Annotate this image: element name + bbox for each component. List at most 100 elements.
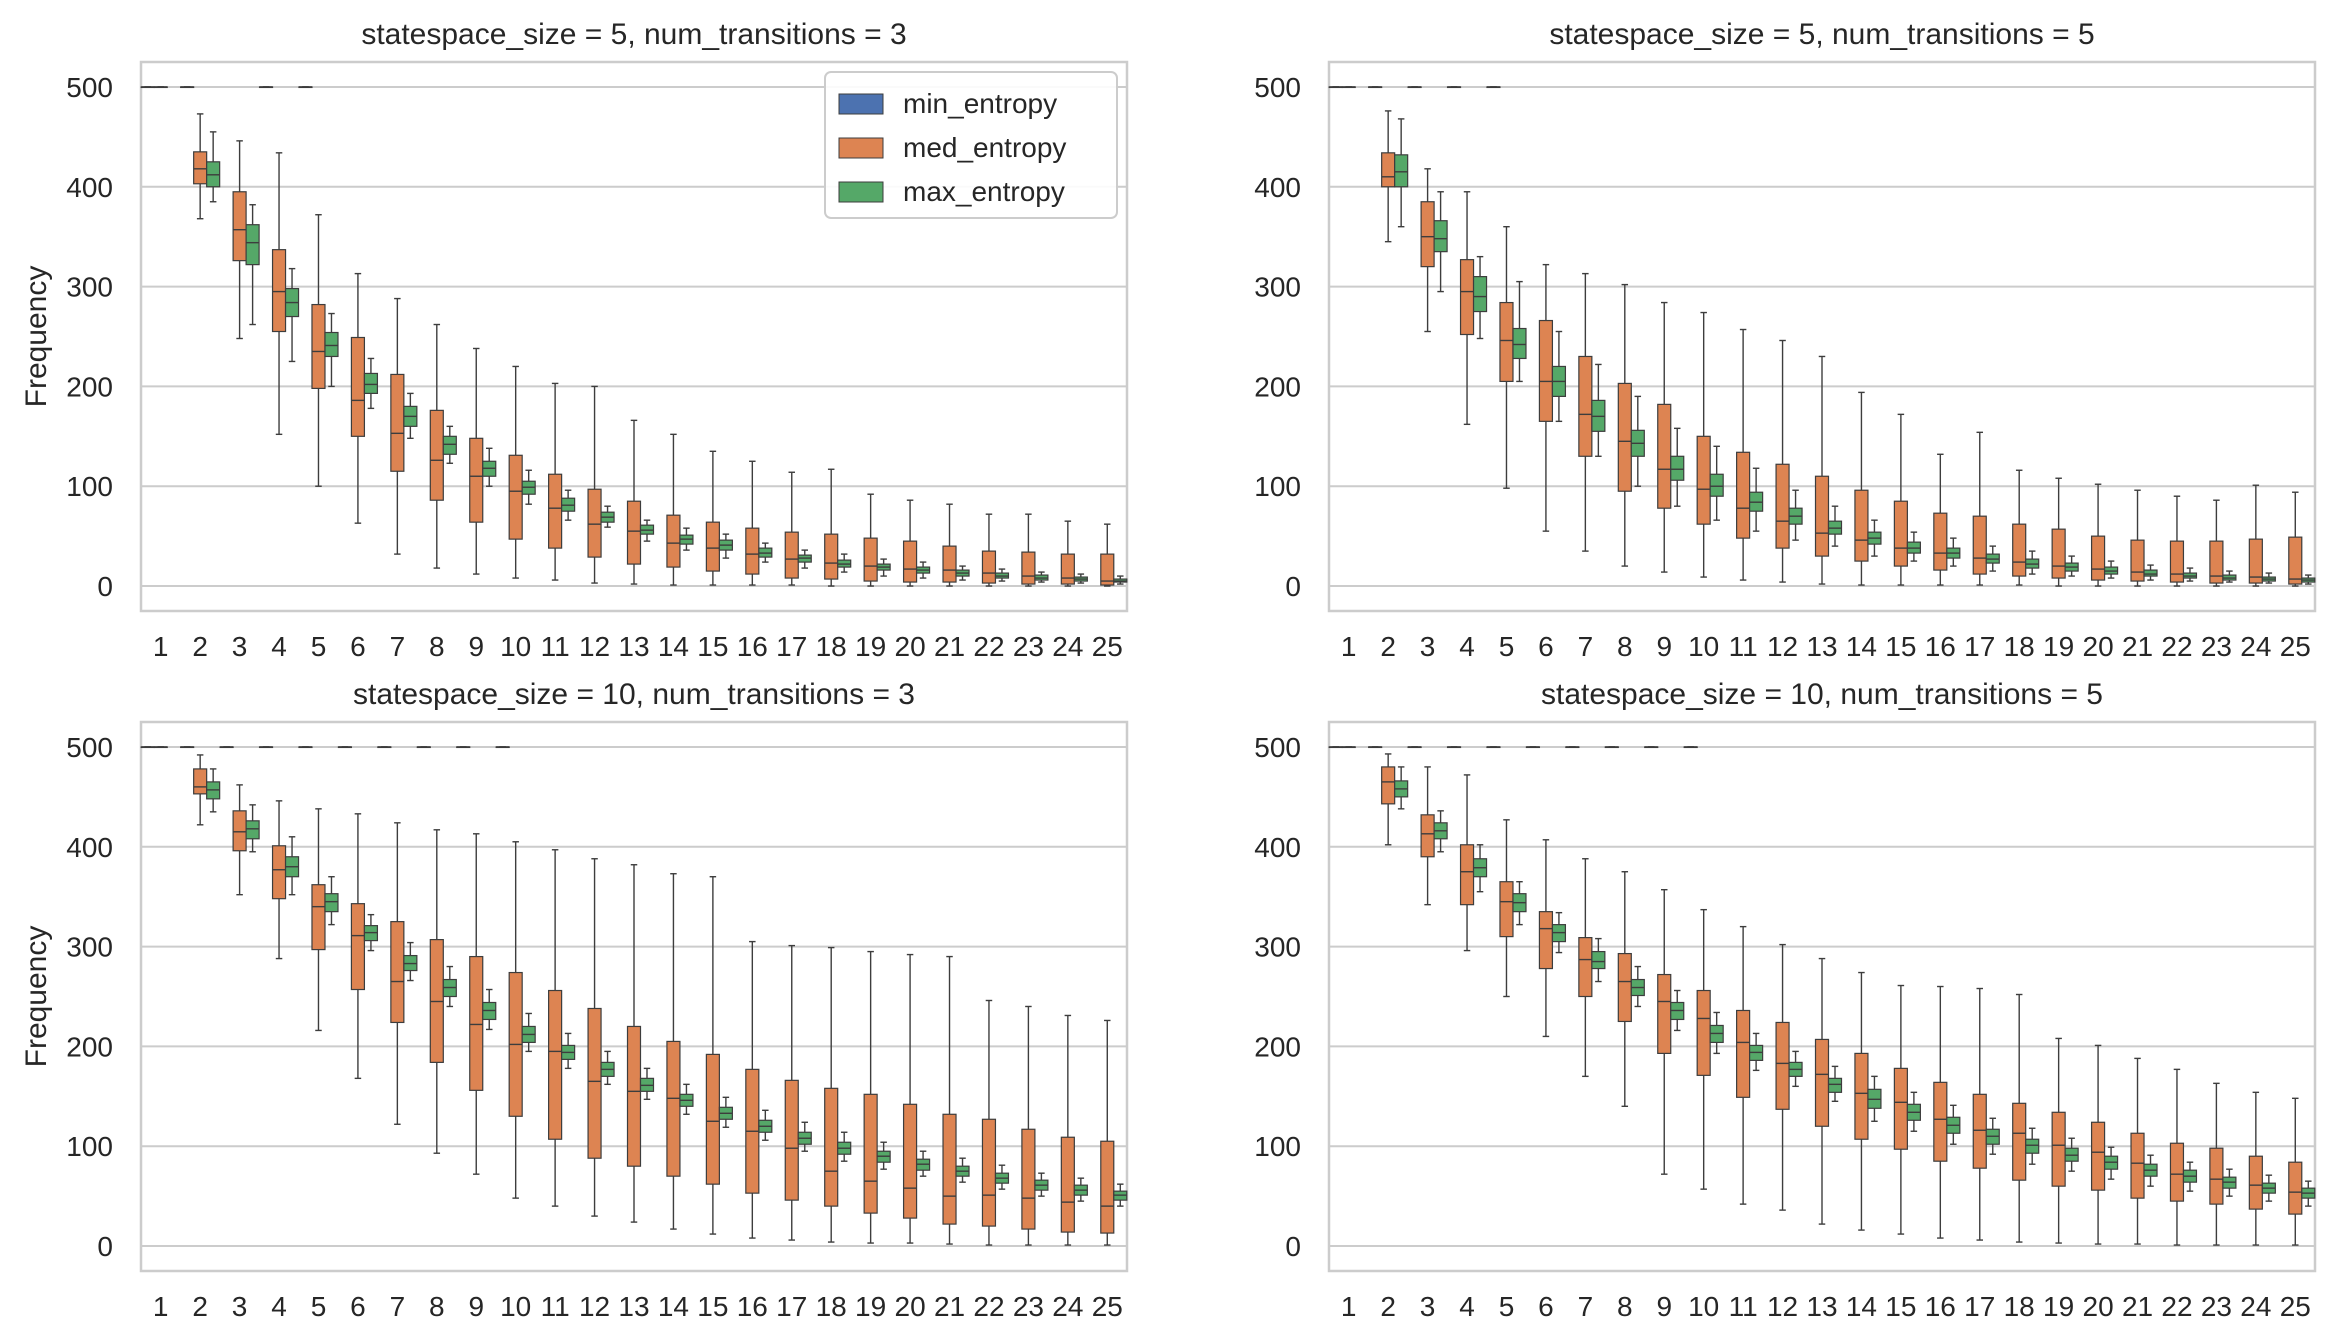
box-med_entropy-20 bbox=[902, 499, 918, 587]
box-body bbox=[508, 454, 523, 540]
box-med_entropy-1 bbox=[1341, 86, 1356, 89]
box-min_entropy-3 bbox=[219, 746, 234, 749]
box-body bbox=[1499, 881, 1514, 938]
x-tick-label: 14 bbox=[1846, 1291, 1877, 1322]
box-med_entropy-16 bbox=[1933, 453, 1948, 586]
x-tick-label: 9 bbox=[1656, 631, 1672, 662]
box-med_entropy-8 bbox=[429, 829, 444, 1154]
box-body bbox=[2143, 569, 2158, 577]
x-tick-label: 20 bbox=[2083, 1291, 2114, 1322]
box-med_entropy-10 bbox=[508, 841, 523, 1199]
x-tick-label: 18 bbox=[816, 1291, 847, 1322]
box-max_entropy-7 bbox=[403, 392, 418, 440]
box-max_entropy-9 bbox=[482, 447, 497, 487]
box-body bbox=[705, 521, 720, 572]
box-body bbox=[1709, 473, 1724, 497]
x-tick-label: 13 bbox=[1806, 631, 1837, 662]
x-tick-label: 23 bbox=[2201, 631, 2232, 662]
box-max_entropy-22 bbox=[2182, 1161, 2198, 1192]
box-max_entropy-19 bbox=[2064, 1137, 2079, 1172]
x-tick-label: 19 bbox=[2043, 1291, 2074, 1322]
box-body bbox=[1021, 1128, 1036, 1230]
box-max_entropy-2 bbox=[1394, 118, 1409, 228]
box-min_entropy-8 bbox=[1604, 746, 1619, 749]
box-med_entropy-21 bbox=[942, 955, 957, 1245]
legend-label-med_entropy: med_entropy bbox=[903, 132, 1066, 163]
box-max_entropy-12 bbox=[600, 505, 615, 528]
box-body bbox=[350, 336, 366, 437]
box-max_entropy-12 bbox=[1788, 1050, 1803, 1088]
x-tick-label: 14 bbox=[1846, 631, 1877, 662]
box-min_entropy-4 bbox=[1446, 746, 1462, 749]
box-body bbox=[902, 1103, 918, 1219]
box-med_entropy-23 bbox=[2209, 1082, 2224, 1246]
y-tick-label: 100 bbox=[1254, 1131, 1301, 1162]
box-max_entropy-17 bbox=[1985, 1117, 2000, 1155]
box-med_entropy-6 bbox=[1538, 263, 1554, 532]
y-tick-label: 300 bbox=[1254, 932, 1301, 963]
box-max_entropy-24 bbox=[2261, 572, 2276, 584]
box-body bbox=[469, 955, 484, 1091]
box-body bbox=[784, 1079, 799, 1201]
x-tick-label: 25 bbox=[1092, 631, 1123, 662]
box-body bbox=[2051, 1111, 2066, 1187]
box-med_entropy-24 bbox=[2248, 484, 2263, 587]
x-tick-label: 6 bbox=[350, 631, 366, 662]
x-tick-label: 3 bbox=[1420, 1291, 1436, 1322]
box-min_entropy-7 bbox=[1565, 746, 1580, 749]
box-med_entropy-4 bbox=[271, 152, 287, 436]
y-axis-label: Frequency bbox=[20, 926, 53, 1068]
box-body bbox=[2169, 1142, 2185, 1202]
y-tick-label: 100 bbox=[1254, 471, 1301, 502]
x-tick-label: 19 bbox=[855, 1291, 886, 1322]
x-tick-label: 15 bbox=[697, 631, 728, 662]
box-body bbox=[1893, 500, 1908, 567]
y-tick-label: 400 bbox=[1254, 832, 1301, 863]
box-med_entropy-14 bbox=[666, 873, 681, 1230]
x-tick-label: 5 bbox=[311, 631, 327, 662]
y-tick-label: 500 bbox=[66, 732, 113, 763]
box-med_entropy-5 bbox=[311, 214, 326, 487]
x-tick-label: 11 bbox=[1729, 1291, 1758, 1322]
x-tick-label: 16 bbox=[1925, 1291, 1956, 1322]
box-min_entropy-9 bbox=[456, 746, 471, 749]
box-min_entropy-2 bbox=[1368, 746, 1383, 749]
box-max_entropy-23 bbox=[1034, 571, 1049, 583]
box-max_entropy-25 bbox=[1113, 575, 1128, 585]
series-min_entropy bbox=[1328, 746, 1698, 749]
box-min_entropy-1 bbox=[140, 86, 155, 89]
box-body bbox=[271, 249, 287, 333]
box-body bbox=[587, 1007, 602, 1159]
box-max_entropy-16 bbox=[758, 1109, 773, 1141]
box-max_entropy-4 bbox=[284, 267, 300, 363]
y-tick-label: 100 bbox=[66, 471, 113, 502]
series-med_entropy bbox=[1341, 746, 2303, 1246]
y-tick-label: 0 bbox=[97, 571, 113, 602]
x-tick-label: 12 bbox=[579, 1291, 610, 1322]
box-body bbox=[1459, 259, 1475, 336]
x-tick-label: 24 bbox=[1052, 1291, 1083, 1322]
box-body bbox=[1670, 455, 1685, 481]
x-tick-label: 4 bbox=[1459, 631, 1475, 662]
box-med_entropy-12 bbox=[1775, 943, 1790, 1211]
box-body bbox=[784, 531, 799, 579]
box-body bbox=[942, 545, 957, 583]
box-med_entropy-18 bbox=[824, 468, 839, 587]
box-body bbox=[1972, 1093, 1987, 1169]
box-med_entropy-3 bbox=[232, 784, 247, 896]
box-med_entropy-15 bbox=[705, 450, 720, 586]
x-tick-label: 18 bbox=[2004, 631, 2035, 662]
box-max_entropy-8 bbox=[1630, 395, 1645, 487]
series-max_entropy bbox=[206, 768, 1128, 1207]
box-max_entropy-13 bbox=[1827, 505, 1843, 547]
box-med_entropy-16 bbox=[1933, 985, 1948, 1239]
box-max_entropy-16 bbox=[1946, 1104, 1961, 1145]
box-body bbox=[548, 989, 563, 1140]
box-min_entropy-6 bbox=[337, 746, 353, 749]
box-max_entropy-7 bbox=[403, 941, 418, 982]
box-med_entropy-22 bbox=[981, 513, 997, 587]
box-body bbox=[1578, 355, 1593, 457]
x-tick-label: 12 bbox=[1767, 631, 1798, 662]
box-max_entropy-7 bbox=[1591, 937, 1606, 983]
x-tick-label: 14 bbox=[658, 631, 689, 662]
